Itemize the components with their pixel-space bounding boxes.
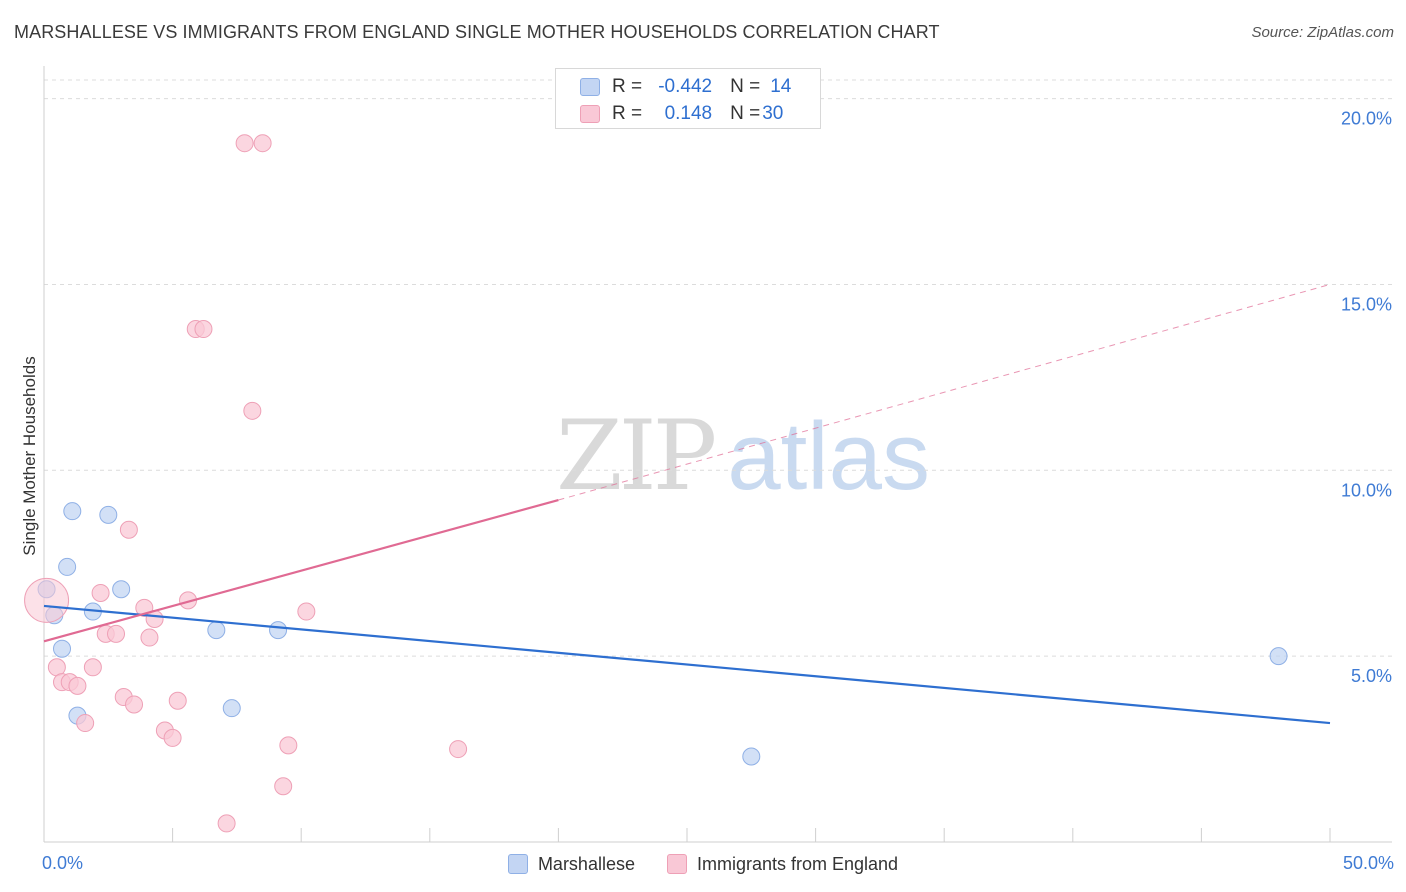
marshallese-point [207, 621, 226, 640]
x-tick-label: 50.0% [1343, 853, 1394, 873]
legend-item-england: Immigrants from England [666, 853, 899, 875]
chart-title: MARSHALLESE VS IMMIGRANTS FROM ENGLAND S… [14, 22, 940, 42]
r-value: 0.148 [664, 103, 713, 124]
england-point [297, 602, 316, 621]
n-value: 30 [762, 103, 784, 124]
legend-row-england: R = 0.148 N = 30 [580, 102, 783, 126]
england-point [274, 777, 293, 796]
marshallese-swatch [580, 78, 600, 96]
england-point [76, 714, 95, 733]
england-trendline [43, 498, 559, 643]
r-value: -0.442 [658, 76, 713, 97]
series-legend: Marshallese Immigrants from England [0, 852, 1406, 876]
marshallese-point [53, 639, 72, 658]
england-legend-label: Immigrants from England [696, 853, 899, 874]
england-legend-swatch [666, 854, 687, 874]
england-point [449, 740, 468, 759]
england-point [119, 520, 138, 539]
england-point [83, 658, 102, 677]
n-label: N = [730, 76, 761, 97]
england-point [194, 320, 213, 339]
legend-item-marshallese: Marshallese [507, 853, 635, 875]
england-point [107, 624, 126, 643]
england-swatch [580, 105, 600, 123]
marshallese-point [269, 621, 288, 640]
y-tick-label: 15.0% [1341, 294, 1392, 314]
y-tick-label: 10.0% [1341, 480, 1392, 500]
marshallese-point [112, 580, 131, 599]
marshallese-point [99, 505, 118, 524]
y-tick-label: 5.0% [1351, 666, 1392, 686]
y-tick-label: 20.0% [1341, 109, 1392, 129]
x-tick-label: 0.0% [42, 853, 83, 873]
england-point [68, 676, 87, 695]
england-point [140, 628, 159, 647]
marshallese-point [58, 557, 77, 576]
marshallese-legend-label: Marshallese [537, 853, 635, 874]
marshallese-point [742, 747, 761, 766]
correlation-legend: R = -0.442 N = 14 R = 0.148 N = 30 [555, 68, 821, 129]
legend-row-marshallese: R = -0.442 N = 14 [580, 75, 791, 99]
england-point [91, 583, 110, 602]
r-label: R = [612, 76, 643, 97]
n-value: 14 [770, 76, 792, 97]
marshallese-legend-swatch [507, 854, 528, 874]
england-trendline-projection [558, 283, 1331, 501]
england-point [217, 814, 236, 833]
england-point [168, 691, 187, 710]
marshallese-point [222, 699, 241, 718]
england-point [253, 134, 272, 153]
england-point [235, 134, 254, 153]
england-point [125, 695, 144, 714]
england-point [24, 577, 70, 623]
england-point [243, 401, 262, 420]
marshallese-point [1269, 647, 1288, 666]
marshallese-point [63, 502, 82, 521]
england-point [163, 728, 182, 747]
marshallese-trendline [43, 604, 1331, 725]
england-point [279, 736, 298, 755]
r-label: R = [612, 103, 643, 124]
n-label: N = [730, 103, 761, 124]
source-label: Source: ZipAtlas.com [1251, 24, 1394, 41]
